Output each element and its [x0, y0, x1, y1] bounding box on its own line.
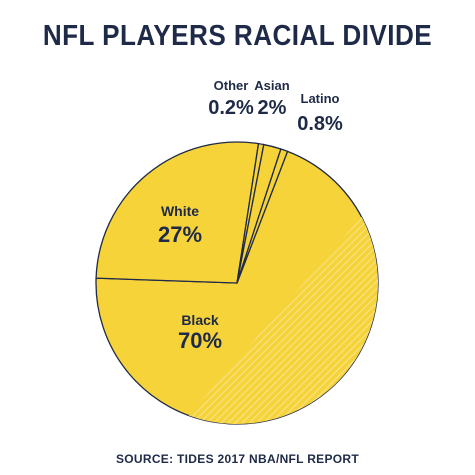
- slice-value-black: 70%: [178, 328, 222, 353]
- slice-label-other: Other: [214, 78, 249, 93]
- slice-value-asian: 2%: [258, 97, 287, 119]
- slice-value-latino: 0.8%: [297, 113, 343, 135]
- slice-label-black: Black: [181, 312, 219, 328]
- pie-slice-black-shade: [188, 216, 378, 424]
- slice-label-latino: Latino: [301, 91, 340, 106]
- pie-slice-latino: [236, 148, 289, 284]
- source-note: SOURCE: TIDES 2017 NBA/NFL REPORT: [115, 452, 360, 466]
- slice-label-asian: Asian: [254, 78, 289, 93]
- slice-value-other: 0.2%: [208, 97, 254, 119]
- slice-label-white: White: [161, 203, 199, 219]
- chart-title: NFL PLAYERS RACIAL DIVIDE: [42, 20, 433, 52]
- slice-value-white: 27%: [158, 222, 202, 247]
- pie-slice-white: [95, 141, 260, 284]
